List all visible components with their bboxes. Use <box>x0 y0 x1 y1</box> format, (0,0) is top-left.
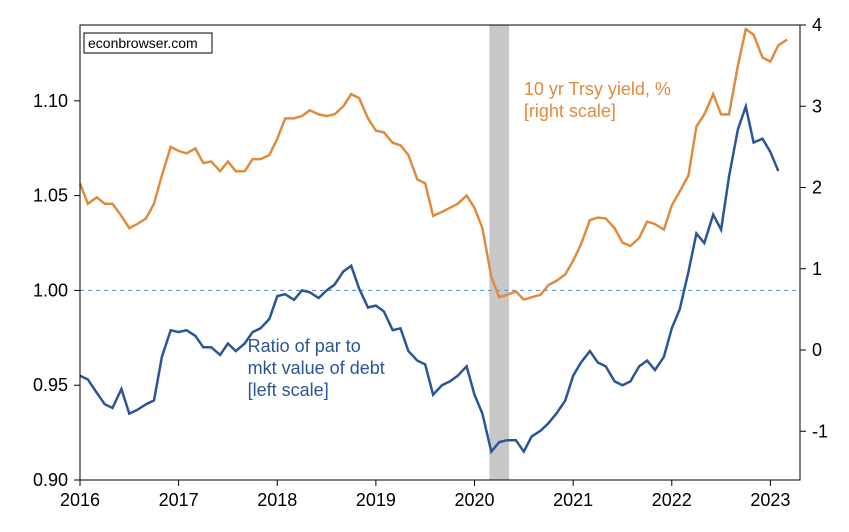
annotation-line: mkt value of debt <box>248 358 385 378</box>
annotation-line: [left scale] <box>248 380 329 400</box>
y-right-tick-label: 1 <box>812 259 822 279</box>
chart-container: 2016 2017 2018 2019 2020 2021 2022 2023 0.90 0.95… <box>0 0 849 532</box>
y-left-tick-label: 0.90 <box>33 470 68 490</box>
x-tick-label: 2021 <box>553 490 593 510</box>
y-right-tick-label: 4 <box>812 15 822 35</box>
y-left-tick-label: 1.05 <box>33 186 68 206</box>
y-right-tick-label: 2 <box>812 178 822 198</box>
chart-background <box>0 0 849 532</box>
x-tick-label: 2023 <box>750 490 790 510</box>
y-right-tick-label: -1 <box>812 421 828 441</box>
annotation-line: 10 yr Trsy yield, % <box>524 79 671 99</box>
source-label: econbrowser.com <box>88 35 198 51</box>
x-tick-label: 2016 <box>60 490 100 510</box>
annotation-line: Ratio of par to <box>248 336 361 356</box>
y-left-tick-label: 1.00 <box>33 280 68 300</box>
x-tick-label: 2018 <box>257 490 297 510</box>
x-tick-label: 2022 <box>652 490 692 510</box>
x-tick-label: 2019 <box>356 490 396 510</box>
y-left-tick-label: 1.10 <box>33 91 68 111</box>
y-left-tick-label: 0.95 <box>33 375 68 395</box>
annotation-line: [right scale] <box>524 101 616 121</box>
recession-band <box>489 25 509 480</box>
x-tick-label: 2020 <box>454 490 494 510</box>
chart-svg: 2016 2017 2018 2019 2020 2021 2022 2023 0.90 0.95… <box>0 0 849 532</box>
y-right-tick-label: 0 <box>812 340 822 360</box>
y-right-tick-label: 3 <box>812 96 822 116</box>
x-tick-label: 2017 <box>159 490 199 510</box>
